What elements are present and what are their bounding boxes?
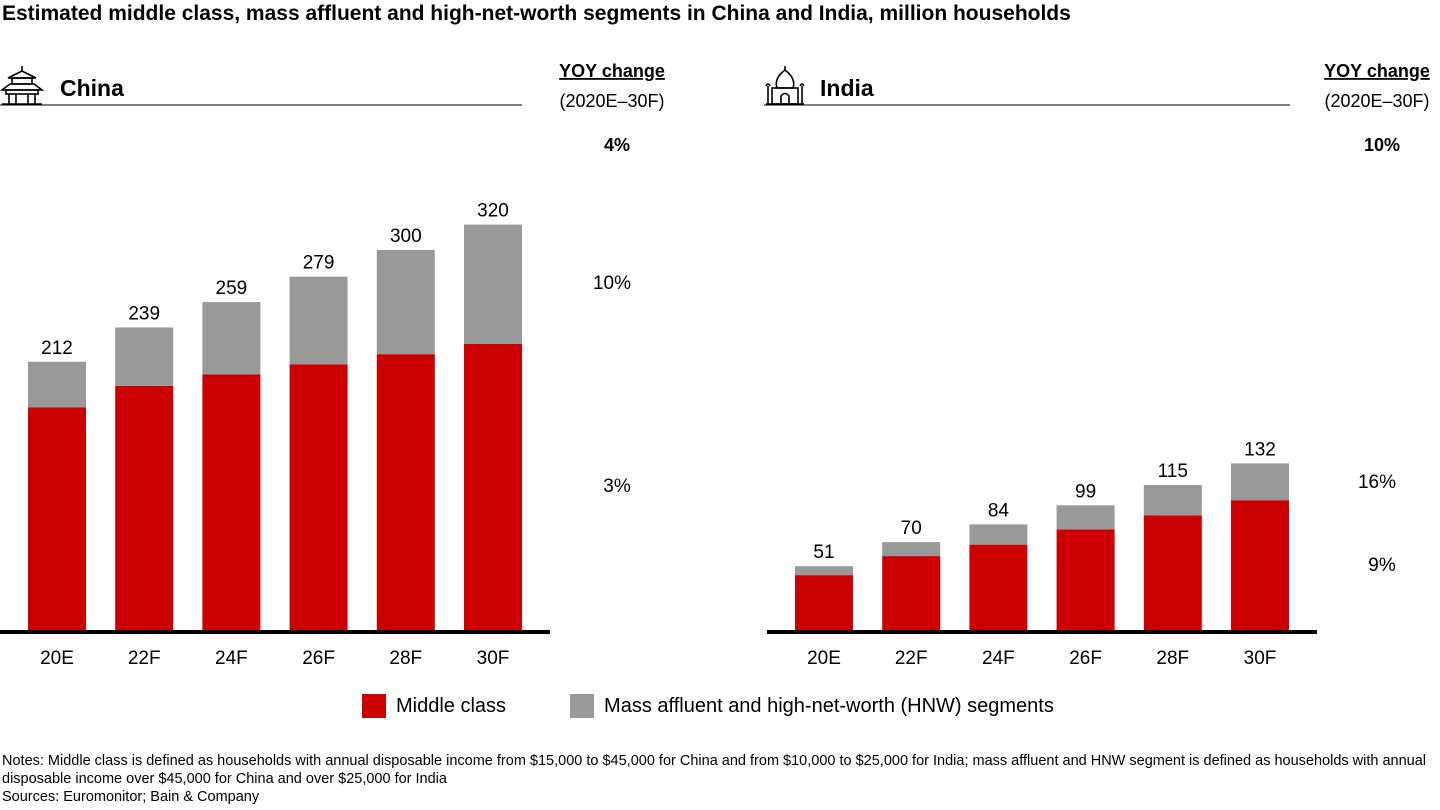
china-bar-affluent-hnw-22F bbox=[115, 327, 174, 386]
india-bar-middle-class-26F bbox=[1056, 529, 1115, 631]
china-total-label-22F: 239 bbox=[128, 303, 160, 324]
china-bar-middle-class-30F bbox=[464, 343, 522, 631]
china-bar-affluent-hnw-26F bbox=[289, 276, 348, 365]
legend-label-middle-class: Middle class bbox=[396, 694, 507, 717]
china-pagoda-icon bbox=[0, 66, 45, 105]
india-bar-middle-class-28F bbox=[1143, 515, 1202, 631]
india-x-tick-24F: 24F bbox=[982, 648, 1015, 669]
india-total-label-28F: 115 bbox=[1158, 461, 1188, 482]
india-x-tick-30F: 30F bbox=[1244, 648, 1277, 669]
china-bar-middle-class-22F bbox=[115, 385, 174, 631]
legend-label-affluent-hnw: Mass affluent and high-net-worth (HNW) s… bbox=[604, 694, 1054, 717]
china-x-tick-24F: 24F bbox=[215, 648, 248, 669]
india-total-label-24F: 84 bbox=[988, 500, 1010, 521]
chart-title: Estimated middle class, mass affluent an… bbox=[2, 2, 1071, 25]
india-bar-middle-class-24F bbox=[969, 544, 1028, 631]
india-total-label-20E: 51 bbox=[813, 542, 834, 563]
india-yoy-middle-class: 9% bbox=[1368, 555, 1396, 576]
legend-item-middle-class: Middle class bbox=[362, 694, 506, 718]
chart-canvas: China YOY change (2020E–30F) 4% 212 20E 239 22F… bbox=[0, 61, 1430, 669]
china-total-label-30F: 320 bbox=[477, 201, 509, 222]
india-bar-middle-class-30F bbox=[1231, 500, 1289, 631]
india-yoy-period: (2020E–30F) bbox=[1324, 91, 1429, 111]
china-x-tick-22F: 22F bbox=[128, 648, 161, 669]
india-panel-title: India bbox=[820, 75, 874, 101]
china-total-label-28F: 300 bbox=[390, 226, 422, 247]
legend-item-affluent-hnw: Mass affluent and high-net-worth (HNW) s… bbox=[570, 694, 1054, 718]
china-x-tick-28F: 28F bbox=[389, 648, 422, 669]
footnotes: Notes: Middle class is defined as househ… bbox=[2, 752, 1438, 806]
china-total-label-24F: 259 bbox=[216, 278, 248, 299]
china-bar-affluent-hnw-20E bbox=[28, 361, 86, 408]
india-yoy-total: 10% bbox=[1364, 135, 1400, 155]
india-bar-affluent-hnw-24F bbox=[969, 524, 1028, 545]
legend-swatch-middle-class bbox=[362, 694, 386, 718]
india-x-tick-20E: 20E bbox=[807, 648, 841, 669]
india-bar-affluent-hnw-30F bbox=[1231, 463, 1289, 501]
china-bar-affluent-hnw-28F bbox=[376, 250, 435, 355]
india-bar-affluent-hnw-22F bbox=[882, 542, 941, 557]
china-x-tick-30F: 30F bbox=[477, 648, 510, 669]
india-bar-affluent-hnw-20E bbox=[795, 566, 853, 576]
india-bar-middle-class-22F bbox=[882, 556, 941, 631]
india-yoy-affluent-hnw: 16% bbox=[1358, 472, 1396, 493]
india-yoy-header: YOY change bbox=[1324, 61, 1430, 81]
india-x-tick-26F: 26F bbox=[1069, 648, 1102, 669]
china-bar-affluent-hnw-24F bbox=[202, 302, 261, 375]
india-bar-affluent-hnw-26F bbox=[1056, 505, 1115, 530]
legend-swatch-affluent-hnw bbox=[570, 694, 595, 718]
china-bar-middle-class-26F bbox=[289, 364, 348, 631]
china-x-tick-20E: 20E bbox=[40, 648, 74, 669]
china-bar-affluent-hnw-30F bbox=[464, 224, 522, 344]
india-x-tick-22F: 22F bbox=[895, 648, 928, 669]
india-bar-affluent-hnw-28F bbox=[1143, 484, 1202, 516]
china-total-label-26F: 279 bbox=[303, 253, 335, 274]
china-panel-title: China bbox=[60, 75, 124, 101]
notes-text: Notes: Middle class is defined as househ… bbox=[2, 753, 1427, 787]
china-bar-middle-class-28F bbox=[376, 354, 435, 631]
china-bar-middle-class-20E bbox=[28, 407, 86, 631]
china-yoy-middle-class: 3% bbox=[603, 476, 631, 497]
india-x-tick-28F: 28F bbox=[1156, 648, 1189, 669]
china-yoy-header: YOY change bbox=[559, 61, 665, 81]
china-yoy-affluent-hnw: 10% bbox=[593, 273, 631, 294]
india-total-label-26F: 99 bbox=[1075, 481, 1096, 502]
sources-text: Sources: Euromonitor; Bain & Company bbox=[2, 789, 260, 805]
india-total-label-22F: 70 bbox=[901, 518, 922, 539]
india-bar-middle-class-20E bbox=[795, 575, 853, 631]
india-total-label-30F: 132 bbox=[1244, 439, 1276, 460]
legend: Middle class Mass affluent and high-net-… bbox=[362, 694, 1118, 718]
india-taj-mahal-icon bbox=[765, 66, 805, 105]
china-yoy-total: 4% bbox=[604, 135, 630, 155]
china-total-label-20E: 212 bbox=[41, 338, 73, 359]
china-x-tick-26F: 26F bbox=[302, 648, 335, 669]
china-bar-middle-class-24F bbox=[202, 374, 261, 631]
china-yoy-period: (2020E–30F) bbox=[559, 91, 664, 111]
